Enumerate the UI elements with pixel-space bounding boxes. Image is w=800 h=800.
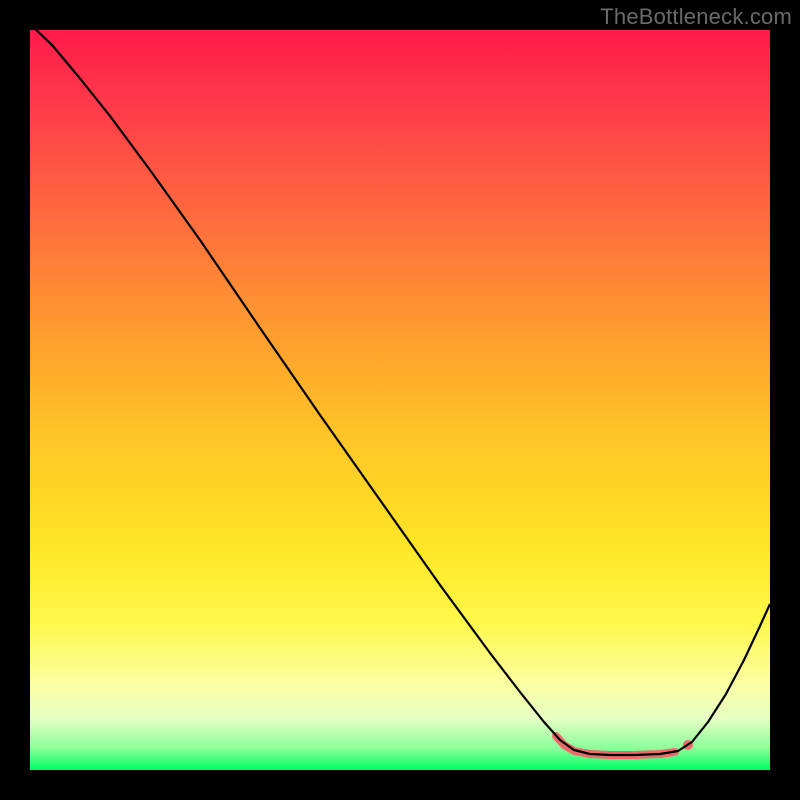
bottleneck-curve-chart	[0, 0, 800, 800]
watermark-text: TheBottleneck.com	[600, 4, 792, 30]
plot-background	[30, 30, 770, 770]
